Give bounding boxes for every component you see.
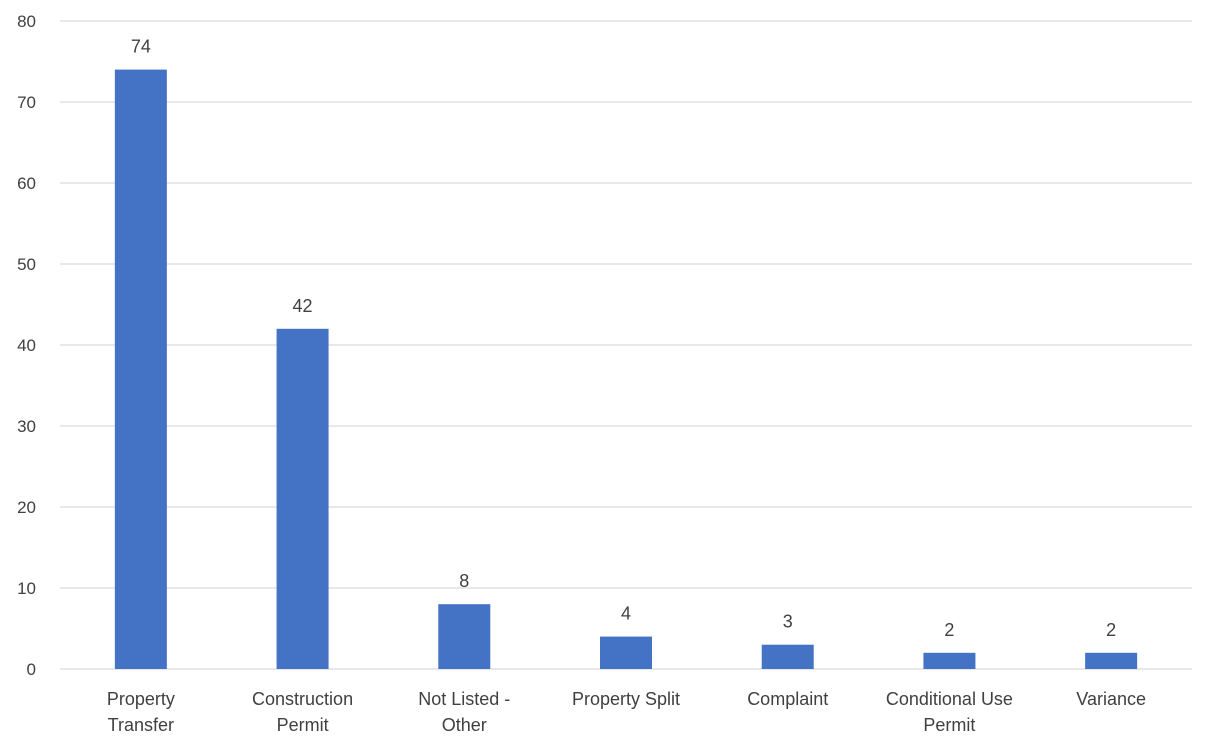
y-tick-label: 0: [27, 660, 36, 679]
bar: [114, 69, 167, 670]
gridlines: [60, 20, 1192, 670]
x-category-label-line: Complaint: [747, 689, 828, 709]
data-label: 74: [131, 37, 151, 57]
y-tick-label: 80: [17, 12, 36, 31]
data-label: 42: [293, 296, 313, 316]
x-category-label-line: Transfer: [108, 715, 174, 735]
x-category-label-line: Property: [107, 689, 175, 709]
bar: [438, 604, 491, 669]
y-tick-label: 40: [17, 336, 36, 355]
x-category-label: Not Listed - Other: [418, 689, 510, 735]
data-label: 4: [621, 604, 631, 624]
x-category-label-line: Permit: [923, 715, 975, 735]
x-category-label: Property Split: [572, 689, 680, 709]
bar: [276, 328, 329, 669]
y-tick-label: 70: [17, 93, 36, 112]
bar: [923, 652, 976, 669]
x-category-label: Construction Permit: [252, 689, 353, 735]
y-tick-label: 50: [17, 255, 36, 274]
x-category-label-line: Property Split: [572, 689, 680, 709]
y-tick-label: 20: [17, 498, 36, 517]
x-axis-categories: Property Transfer Construction Permit Not Li…: [107, 689, 1146, 735]
x-category-label: Variance: [1076, 689, 1146, 709]
bars: [114, 69, 1138, 670]
data-labels: 74 42 8 4 3 2 2: [131, 37, 1116, 640]
x-category-label-line: Conditional Use: [886, 689, 1013, 709]
x-category-label: Complaint: [747, 689, 828, 709]
y-tick-label: 30: [17, 417, 36, 436]
data-label: 3: [783, 612, 793, 632]
x-category-label: Property Transfer: [107, 689, 175, 735]
bar: [600, 636, 652, 669]
data-label: 2: [944, 620, 954, 640]
x-category-label-line: Permit: [277, 715, 329, 735]
x-category-label-line: Not Listed -: [418, 689, 510, 709]
bar: [1085, 652, 1138, 669]
bar: [761, 644, 814, 669]
data-label: 8: [459, 571, 469, 591]
x-category-label-line: Construction: [252, 689, 353, 709]
data-label: 2: [1106, 620, 1116, 640]
y-tick-label: 10: [17, 579, 36, 598]
x-category-label: Conditional Use Permit: [886, 689, 1013, 735]
x-category-label-line: Other: [442, 715, 487, 735]
y-tick-label: 60: [17, 174, 36, 193]
x-category-label-line: Variance: [1076, 689, 1146, 709]
y-axis-ticks: 0 10 20 30 40 50 60 70 80: [17, 12, 36, 679]
